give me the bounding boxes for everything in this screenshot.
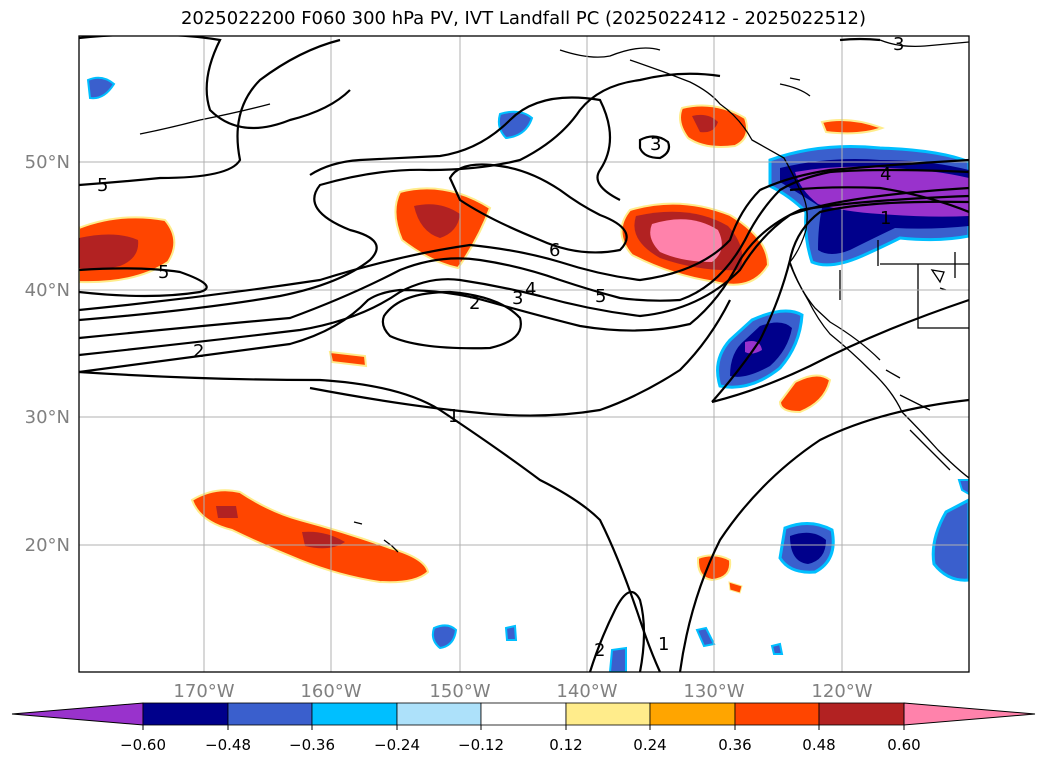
colorbar-bin — [818, 702, 905, 726]
lon-label: 130°W — [683, 681, 744, 702]
coastlines — [139, 39, 969, 553]
map-plot-area: 3 5 5 6 4 3 2 5 2 1 3 4 1 2 1 — [79, 34, 969, 672]
colorbar-bin — [565, 702, 651, 726]
colorbar-bin — [734, 702, 820, 726]
contour-labels: 3 5 5 6 4 3 2 5 2 1 3 4 1 2 1 — [97, 34, 904, 661]
contour-label: 2 — [193, 341, 204, 362]
colorbar-tick-label: −0.60 — [120, 736, 166, 754]
lat-label: 40°N — [25, 280, 70, 301]
contour-label: 1 — [658, 634, 669, 655]
lat-labels: 50°N 40°N 30°N 20°N — [25, 152, 70, 556]
colorbar-max-extend — [903, 702, 1036, 726]
page-title: 2025022200 F060 300 hPa PV, IVT Landfall… — [180, 8, 867, 29]
contour-label: 1 — [880, 208, 891, 229]
contour-label: 3 — [512, 288, 523, 309]
contour-label: 2 — [594, 640, 605, 661]
colorbar-bin — [396, 702, 482, 726]
colorbar-bin — [142, 702, 229, 726]
colorbar-min-extend — [11, 702, 144, 726]
colorbar-ticks — [142, 725, 905, 730]
lat-label: 30°N — [25, 407, 70, 428]
colorbar-bin — [227, 702, 313, 726]
contour-label: 4 — [525, 279, 536, 300]
lon-label: 170°W — [173, 681, 234, 702]
pv-contours — [79, 36, 969, 672]
colorbar-tick-label: 0.60 — [887, 736, 920, 754]
lat-label: 50°N — [25, 152, 70, 173]
contour-label: 2 — [469, 293, 480, 314]
colorbar: −0.60 −0.48 −0.36 −0.24 −0.12 0.12 0.24 … — [11, 702, 1036, 754]
contour-label: 1 — [448, 406, 459, 427]
colorbar-bin — [649, 702, 736, 726]
contour-label: 3 — [893, 34, 904, 55]
colorbar-bin — [480, 702, 567, 726]
lon-label: 160°W — [300, 681, 361, 702]
colorbar-tick-label: −0.48 — [205, 736, 251, 754]
colorbar-bin — [311, 702, 398, 726]
colorbar-tick-label: 0.12 — [549, 736, 582, 754]
lon-label: 120°W — [811, 681, 872, 702]
lon-labels: 170°W 160°W 150°W 140°W 130°W 120°W — [173, 681, 872, 702]
colorbar-tick-label: −0.12 — [458, 736, 504, 754]
contour-label: 5 — [97, 175, 108, 196]
pv-shading — [79, 76, 969, 672]
contour-label: 5 — [158, 262, 169, 283]
contour-label: 5 — [595, 286, 606, 307]
lat-label: 20°N — [25, 535, 70, 556]
colorbar-tick-label: 0.48 — [802, 736, 835, 754]
colorbar-tick-label: 0.36 — [718, 736, 751, 754]
map-frame — [78, 35, 970, 673]
graticule — [79, 36, 969, 672]
colorbar-tick-label: −0.24 — [374, 736, 420, 754]
contour-label: 6 — [549, 240, 560, 261]
contour-label: 3 — [650, 134, 661, 155]
lon-label: 140°W — [556, 681, 617, 702]
lon-label: 150°W — [429, 681, 490, 702]
colorbar-tick-label: 0.24 — [633, 736, 666, 754]
colorbar-tick-label: −0.36 — [289, 736, 335, 754]
contour-label: 4 — [880, 164, 891, 185]
